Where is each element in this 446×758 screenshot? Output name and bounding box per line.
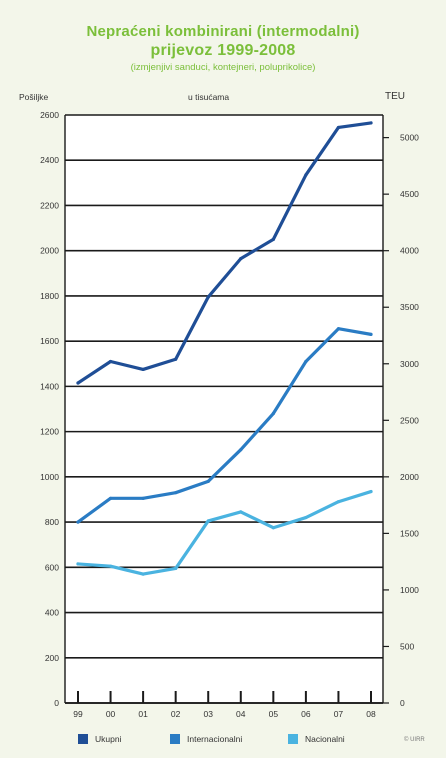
data-point-nacionalni-02 (174, 566, 178, 571)
x-tick-label-08: 08 (366, 709, 376, 719)
credit: © UIRR (404, 737, 425, 743)
data-point-internacionalni-03 (206, 479, 210, 483)
legend-label-internacionalni: Internacionalni (187, 734, 243, 744)
x-tick-label-02: 02 (171, 709, 181, 719)
y-tick-label-left-2400: 2400 (40, 155, 59, 165)
data-point-ukupni-03 (206, 295, 210, 299)
y-tick-label-right-1000: 1000 (400, 585, 419, 595)
data-point-internacionalni-04 (239, 448, 243, 452)
legend-swatch-ukupni (78, 734, 88, 744)
data-point-ukupni-05 (271, 237, 275, 241)
data-point-internacionalni-00 (108, 496, 113, 500)
data-point-nacionalni-03 (206, 519, 210, 523)
y-tick-label-left-1000: 1000 (40, 472, 59, 482)
legend-item-internacionalni: Internacionalni (170, 734, 242, 744)
plot-area (65, 115, 383, 703)
data-point-nacionalni-05 (271, 526, 275, 530)
chart-subtitle: (izmjenjivi sanduci, kontejneri, polupri… (130, 62, 316, 73)
chart-title-line-2: prijevoz 1999-2008 (150, 42, 296, 59)
y-tick-label-right-500: 500 (400, 641, 414, 651)
y-tick-label-left-1800: 1800 (40, 291, 59, 301)
y-tick-label-left-1400: 1400 (40, 381, 59, 391)
data-point-nacionalni-06 (304, 515, 308, 520)
y-tick-label-right-0: 0 (400, 698, 405, 708)
y-tick-label-left-1200: 1200 (40, 427, 59, 437)
series-line-nacionalni (76, 489, 373, 576)
legend-swatch-internacionalni (170, 734, 180, 744)
data-point-internacionalni-07 (336, 327, 341, 331)
legend-swatch-nacionalni (288, 734, 298, 744)
data-point-nacionalni-08 (369, 489, 373, 494)
data-point-ukupni-02 (174, 357, 178, 361)
chart-title-line-1: Nepraćeni kombinirani (intermodalni) (86, 23, 360, 40)
y-tick-label-right-5000: 5000 (400, 133, 419, 143)
x-tick-label-00: 00 (106, 709, 116, 719)
y-tick-label-left-2000: 2000 (40, 246, 59, 256)
y-tick-label-left-2600: 2600 (40, 110, 59, 120)
y-tick-label-left-400: 400 (45, 608, 59, 618)
data-point-nacionalni-00 (108, 564, 113, 568)
y-tick-label-right-3000: 3000 (400, 359, 419, 369)
x-tick-label-07: 07 (334, 709, 344, 719)
x-tick-label-05: 05 (269, 709, 279, 719)
data-point-ukupni-00 (108, 359, 113, 364)
y-tick-label-right-4000: 4000 (400, 246, 419, 256)
data-point-ukupni-04 (239, 257, 243, 261)
y-tick-label-left-200: 200 (45, 653, 59, 663)
data-point-ukupni-07 (336, 125, 341, 130)
data-point-ukupni-99 (76, 381, 80, 385)
y-tick-label-right-1500: 1500 (400, 528, 419, 538)
data-point-nacionalni-99 (76, 562, 80, 566)
y-tick-label-left-1600: 1600 (40, 336, 59, 346)
y-tick-label-right-2500: 2500 (400, 415, 419, 425)
data-point-ukupni-08 (369, 121, 373, 125)
data-point-internacionalni-01 (141, 496, 145, 500)
legend: Ukupni Internacionalni Nacionalni (0, 734, 446, 750)
y-tick-label-left-600: 600 (45, 562, 59, 572)
unit-note: u tisućama (188, 92, 230, 102)
y-tick-label-right-4500: 4500 (400, 189, 419, 199)
y-tick-label-left-2200: 2200 (40, 200, 59, 210)
left-axis-unit: Pošiljke (19, 92, 49, 102)
data-point-nacionalni-04 (239, 510, 243, 514)
data-point-internacionalni-08 (369, 332, 373, 336)
legend-item-ukupni: Ukupni (78, 734, 121, 744)
y-tick-label-left-800: 800 (45, 517, 59, 527)
legend-label-ukupni: Ukupni (95, 734, 122, 744)
y-tick-label-left-0: 0 (54, 698, 59, 708)
data-point-internacionalni-99 (76, 520, 80, 524)
data-point-internacionalni-05 (271, 411, 275, 416)
data-point-internacionalni-02 (174, 491, 178, 495)
x-tick-label-03: 03 (203, 709, 213, 719)
series-line-internacionalni (76, 327, 373, 524)
x-tick-label-99: 99 (73, 709, 83, 719)
data-point-nacionalni-01 (141, 572, 145, 576)
series-line-ukupni (76, 121, 373, 385)
y-tick-label-right-3500: 3500 (400, 302, 419, 312)
data-point-ukupni-01 (141, 367, 145, 372)
right-axis-unit: TEU (385, 91, 405, 102)
legend-label-nacionalni: Nacionalni (305, 734, 345, 744)
data-point-nacionalni-07 (336, 500, 341, 504)
data-point-internacionalni-06 (304, 359, 308, 364)
title-block: Nepraćeni kombinirani (intermodalni) pri… (0, 22, 446, 74)
data-point-ukupni-06 (304, 173, 308, 177)
x-tick-label-06: 06 (301, 709, 311, 719)
x-tick-label-01: 01 (138, 709, 148, 719)
x-tick-label-04: 04 (236, 709, 246, 719)
y-tick-label-right-2000: 2000 (400, 472, 419, 482)
legend-item-nacionalni: Nacionalni (288, 734, 345, 744)
